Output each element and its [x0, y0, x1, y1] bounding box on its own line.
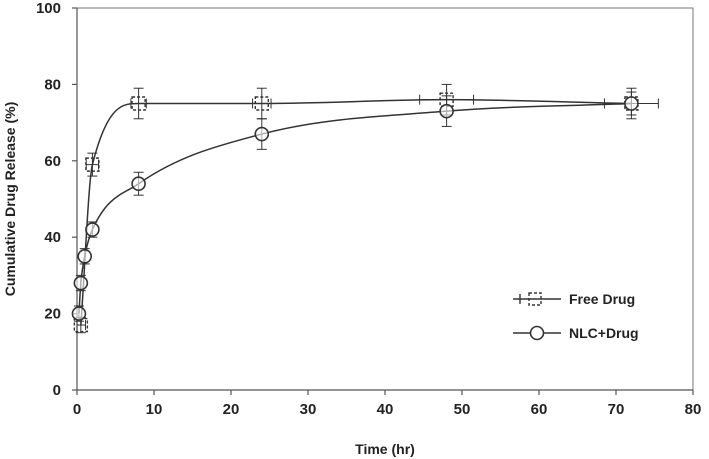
x-tick-label: 40 [377, 401, 394, 418]
ticks-layer: 0 10 20 30 40 50 60 70 80 0 20 40 60 80 100 [36, 0, 701, 418]
y-tick-label: 80 [44, 76, 61, 93]
x-tick-label: 20 [223, 401, 240, 418]
series-line-free-drug [80, 98, 632, 326]
x-tick-label: 50 [454, 401, 471, 418]
legend-nlc-drug-label: NLC+Drug [569, 325, 639, 341]
y-tick-label: 20 [44, 306, 61, 323]
series-nlc-drug [71, 87, 639, 322]
data-point-nlc-drug [71, 306, 87, 321]
legend: Free Drug NLC+Drug [513, 291, 639, 341]
legend-entry-nlc-drug: NLC+Drug [513, 325, 639, 341]
x-tick-label: 70 [608, 401, 625, 418]
data-point-nlc-drug [85, 222, 100, 237]
series-layer [71, 83, 659, 334]
x-axis-title: Time (hr) [355, 441, 415, 457]
data-point-free-drug [85, 157, 100, 172]
legend-nlc-drug-marker [529, 325, 545, 341]
y-tick-label: 0 [53, 382, 61, 399]
data-point-free-drug [254, 96, 270, 111]
data-point-nlc-drug [254, 126, 270, 142]
y-axis-title: Cumulative Drug Release (%) [2, 102, 18, 297]
y-tick-label: 60 [44, 153, 61, 170]
data-point-nlc-drug [77, 248, 92, 264]
x-tick-label: 60 [531, 401, 548, 418]
x-tick-label: 30 [300, 401, 317, 418]
y-tick-label: 100 [36, 0, 61, 17]
x-tick-label: 80 [685, 401, 702, 418]
legend-entry-free-drug: Free Drug [513, 291, 635, 307]
x-tick-label: 10 [146, 401, 163, 418]
plot-area [76, 7, 694, 391]
data-point-free-drug [131, 96, 146, 111]
legend-free-drug-label: Free Drug [569, 291, 635, 307]
data-point-nlc-drug [439, 103, 454, 119]
data-point-nlc-drug [73, 275, 89, 291]
y-tick-label: 40 [44, 229, 61, 246]
data-point-nlc-drug [624, 96, 639, 111]
data-point-nlc-drug [131, 176, 146, 192]
x-tick-label: 0 [73, 401, 81, 418]
legend-free-drug-marker [528, 292, 542, 306]
